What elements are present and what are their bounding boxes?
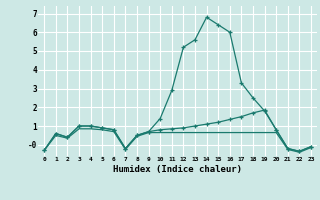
X-axis label: Humidex (Indice chaleur): Humidex (Indice chaleur) (113, 165, 242, 174)
